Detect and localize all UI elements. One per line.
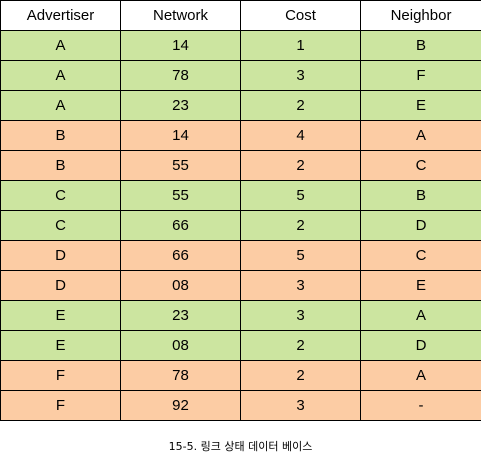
- table-row: B 14 4 A: [0, 120, 481, 151]
- header-neighbor: Neighbor: [360, 0, 481, 31]
- neighbor-cell: A: [360, 360, 481, 391]
- table-row: A 78 3 F: [0, 60, 481, 91]
- cost-cell: 3: [240, 390, 361, 421]
- network-cell: 66: [120, 240, 241, 271]
- neighbor-cell: A: [360, 120, 481, 151]
- header-cost: Cost: [240, 0, 361, 31]
- table-row: D 08 3 E: [0, 270, 481, 301]
- cost-cell: 2: [240, 360, 361, 391]
- table-row: F 78 2 A: [0, 360, 481, 391]
- table-row: A 14 1 B: [0, 30, 481, 61]
- cost-cell: 1: [240, 30, 361, 61]
- neighbor-cell: E: [360, 90, 481, 121]
- table-row: B 55 2 C: [0, 150, 481, 181]
- link-state-database-table: Advertiser Network Cost Neighbor A 14 1 B A 7…: [0, 0, 481, 421]
- cost-cell: 5: [240, 240, 361, 271]
- cost-cell: 2: [240, 330, 361, 361]
- header-network: Network: [120, 0, 241, 31]
- advertiser-cell: C: [0, 210, 121, 241]
- network-cell: 23: [120, 300, 241, 331]
- cost-cell: 2: [240, 90, 361, 121]
- cost-cell: 2: [240, 150, 361, 181]
- table-row: C 66 2 D: [0, 210, 481, 241]
- neighbor-cell: B: [360, 180, 481, 211]
- advertiser-cell: E: [0, 300, 121, 331]
- network-cell: 14: [120, 30, 241, 61]
- cost-cell: 3: [240, 300, 361, 331]
- table-row: E 23 3 A: [0, 300, 481, 331]
- advertiser-cell: D: [0, 240, 121, 271]
- cost-cell: 3: [240, 60, 361, 91]
- neighbor-cell: -: [360, 390, 481, 421]
- network-cell: 08: [120, 270, 241, 301]
- table-header: Advertiser Network Cost Neighbor: [0, 0, 481, 31]
- cost-cell: 4: [240, 120, 361, 151]
- advertiser-cell: E: [0, 330, 121, 361]
- advertiser-cell: F: [0, 390, 121, 421]
- neighbor-cell: A: [360, 300, 481, 331]
- header-row: Advertiser Network Cost Neighbor: [0, 0, 481, 31]
- network-cell: 55: [120, 180, 241, 211]
- table-row: C 55 5 B: [0, 180, 481, 211]
- advertiser-cell: F: [0, 360, 121, 391]
- table-row: F 92 3-: [0, 390, 481, 421]
- advertiser-cell: B: [0, 120, 121, 151]
- neighbor-cell: E: [360, 270, 481, 301]
- advertiser-cell: D: [0, 270, 121, 301]
- network-cell: 08: [120, 330, 241, 361]
- table-row: E 08 2 D: [0, 330, 481, 361]
- network-cell: 55: [120, 150, 241, 181]
- neighbor-cell: B: [360, 30, 481, 61]
- network-cell: 14: [120, 120, 241, 151]
- figure-caption: 15-5. 링크 상태 데이터 베이스: [168, 440, 313, 453]
- table-body: A 14 1 B A 78 3 F A 23 2 E B 14 4 A B 55 2 C C 55 5 B C 66 2 D D 66 5 C…: [0, 30, 481, 421]
- neighbor-cell: D: [360, 330, 481, 361]
- table-row: D 66 5 C: [0, 240, 481, 271]
- advertiser-cell: A: [0, 90, 121, 121]
- cost-cell: 2: [240, 210, 361, 241]
- header-advertiser: Advertiser: [0, 0, 121, 31]
- advertiser-cell: A: [0, 30, 121, 61]
- network-cell: 78: [120, 360, 241, 391]
- network-cell: 66: [120, 210, 241, 241]
- advertiser-cell: B: [0, 150, 121, 181]
- network-cell: 23: [120, 90, 241, 121]
- neighbor-cell: F: [360, 60, 481, 91]
- cost-cell: 5: [240, 180, 361, 211]
- network-cell: 92: [120, 390, 241, 421]
- neighbor-cell: C: [360, 240, 481, 271]
- advertiser-cell: A: [0, 60, 121, 91]
- neighbor-cell: D: [360, 210, 481, 241]
- cost-cell: 3: [240, 270, 361, 301]
- neighbor-cell: C: [360, 150, 481, 181]
- table-row: A 23 2 E: [0, 90, 481, 121]
- advertiser-cell: C: [0, 180, 121, 211]
- network-cell: 78: [120, 60, 241, 91]
